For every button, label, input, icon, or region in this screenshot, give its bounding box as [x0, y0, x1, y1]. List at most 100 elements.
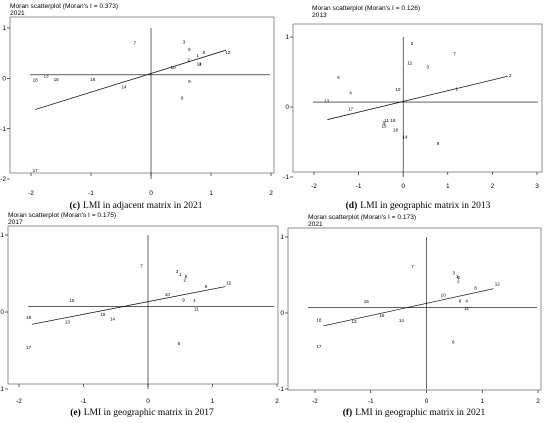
scatter-point-label: 3 — [453, 270, 456, 275]
scatter-point-label: 6 — [337, 75, 340, 80]
scatter-point-label: 5 — [188, 47, 191, 52]
y-tick-label: 1 — [2, 25, 6, 32]
panel-year-subtitle: 2017 — [8, 219, 23, 226]
scatter-point-label: 1 — [455, 86, 458, 91]
scatter-point-label: 13 — [65, 320, 71, 325]
moran-panel-4: Moran scatterplot (Moran's I = 0.173)202… — [278, 214, 542, 418]
y-tick-label: 1 — [285, 34, 289, 41]
panel-title: Moran scatterplot (Moran's I = 0.173) — [308, 214, 416, 221]
scatter-point-label: 16 — [100, 312, 106, 317]
scatter-point-label: 9 — [182, 297, 185, 302]
panel-year-subtitle: 2021 — [308, 221, 323, 228]
panel-caption: (e) LMI in geographic matrix in 2017 — [70, 407, 214, 418]
panel-caption: (f) LMI in geographic matrix in 2021 — [343, 407, 486, 418]
scatter-point-label: 8 — [203, 50, 206, 55]
scatter-point-label: 17 — [348, 107, 354, 112]
scatter-point-label: 11 — [197, 61, 202, 66]
scatter-point-label: 10 — [171, 65, 177, 70]
x-tick-label: 1 — [209, 190, 213, 197]
scatter-point-label: 8 — [205, 284, 208, 289]
x-tick-label: 3 — [535, 183, 539, 190]
scatter-point-label: 9 — [188, 79, 191, 84]
scatter-point-label: 6 — [181, 96, 184, 101]
scatter-point-label: 4 — [199, 61, 202, 66]
scatter-point-label: 18 — [316, 317, 322, 322]
scatter-point-label: 6 — [178, 341, 181, 346]
scatter-point-label: 8 — [437, 141, 440, 146]
scatter-point-label: 10 — [165, 292, 171, 297]
x-tick-label: 1 — [480, 398, 484, 405]
x-tick-label: -2 — [28, 190, 34, 197]
y-tick-label: 0 — [0, 309, 4, 316]
scatter-point-label: 3 — [426, 65, 429, 70]
y-tick-label: 1 — [280, 234, 284, 241]
x-tick-label: 2 — [536, 398, 540, 405]
scatter-point-label: 2 — [188, 57, 191, 62]
x-tick-label: 2 — [269, 190, 273, 197]
scatter-point-label: 7 — [134, 41, 137, 46]
scatter-point-label: 5 — [458, 275, 461, 280]
x-tick-label: -1 — [356, 183, 362, 190]
scatter-point-label: 11 — [464, 306, 469, 311]
moran-panel-2: Moran scatterplot (Moran's I = 0.126) 2 0 1… — [283, 5, 543, 211]
y-tick-label: 0 — [285, 104, 289, 111]
x-tick-label: 0 — [146, 398, 150, 405]
scatter-point-label: 18 — [26, 315, 32, 320]
scatter-point-label: 18 — [390, 118, 396, 123]
regression-fit-line — [323, 288, 494, 327]
panel-title: Moran scatterplot (Moran's I = 0.126) — [312, 5, 420, 12]
y-tick-label: -1 — [283, 174, 289, 181]
scatter-point-label: 2 — [457, 279, 460, 284]
x-tick-label: 2 — [275, 398, 279, 405]
panel-caption: (d) LMI in geographic matrix in 2013 — [346, 200, 491, 211]
scatter-point-label: 1 — [456, 274, 459, 279]
scatter-point-label: 12 — [407, 61, 413, 66]
panel-caption-letter: (c) — [69, 200, 80, 211]
y-tick-label: -2 — [0, 176, 6, 183]
scatter-point-label: 12 — [225, 50, 231, 55]
scatter-point-label: 2 — [509, 73, 512, 78]
panel-title: Moran scatterplot (Moran's I = 0.373) — [10, 3, 118, 10]
scatter-point-label: 12 — [226, 280, 232, 285]
plot-frame — [292, 23, 543, 173]
plot-frame — [9, 16, 275, 174]
panel-caption-text: LMI in geographic matrix in 2017 — [84, 408, 214, 418]
scatter-point-label: 17 — [33, 168, 39, 173]
panel-caption-letter: (f) — [343, 407, 353, 418]
x-tick-label: -1 — [368, 398, 374, 405]
x-tick-label: 0 — [401, 183, 405, 190]
scatter-point-label: 5 — [411, 41, 414, 46]
scatter-point-label: 10 — [395, 87, 401, 92]
panel-caption-letter: (e) — [70, 407, 81, 418]
y-tick-label: -1 — [0, 126, 6, 133]
x-tick-label: -1 — [88, 190, 94, 197]
regression-fit-line — [327, 75, 509, 120]
scatter-point-label: 16 — [393, 128, 399, 133]
panel-caption-text: LMI in geographic matrix in 2013 — [360, 201, 490, 211]
scatter-point-label: 3 — [183, 40, 186, 45]
scatter-point-label: 11 — [384, 118, 389, 123]
scatter-point-label: 8 — [474, 286, 477, 291]
panel-caption-text: LMI in adjacent matrix in 2021 — [83, 201, 203, 211]
scatter-point-label: 14 — [402, 135, 408, 140]
plot-frame — [7, 225, 279, 385]
scatter-point-label: 13 — [351, 319, 357, 324]
moran-panel-1: Moran scatterplot (Moran's I = 0.373)202… — [0, 3, 275, 211]
x-tick-label: 0 — [425, 398, 429, 405]
y-tick-label: 0 — [280, 310, 284, 317]
scatter-point-label: 13 — [324, 98, 330, 103]
scatter-point-label: 16 — [90, 77, 96, 82]
y-tick-label: -1 — [0, 386, 4, 393]
scatter-point-label: 15 — [69, 298, 75, 303]
scatter-point-label: 14 — [110, 317, 116, 322]
x-tick-label: 0 — [149, 190, 153, 197]
x-tick-label: 1 — [446, 183, 450, 190]
scatter-point-label: 15 — [54, 77, 60, 82]
scatter-point-label: 4 — [465, 298, 468, 303]
scatter-point-label: 6 — [452, 339, 455, 344]
scatter-point-label: 9 — [459, 298, 462, 303]
regression-fit-line — [35, 49, 227, 110]
y-tick-label: -1 — [278, 386, 284, 393]
panel-year-subtitle: 2021 — [10, 10, 25, 17]
scatter-point-label: 7 — [140, 263, 143, 268]
